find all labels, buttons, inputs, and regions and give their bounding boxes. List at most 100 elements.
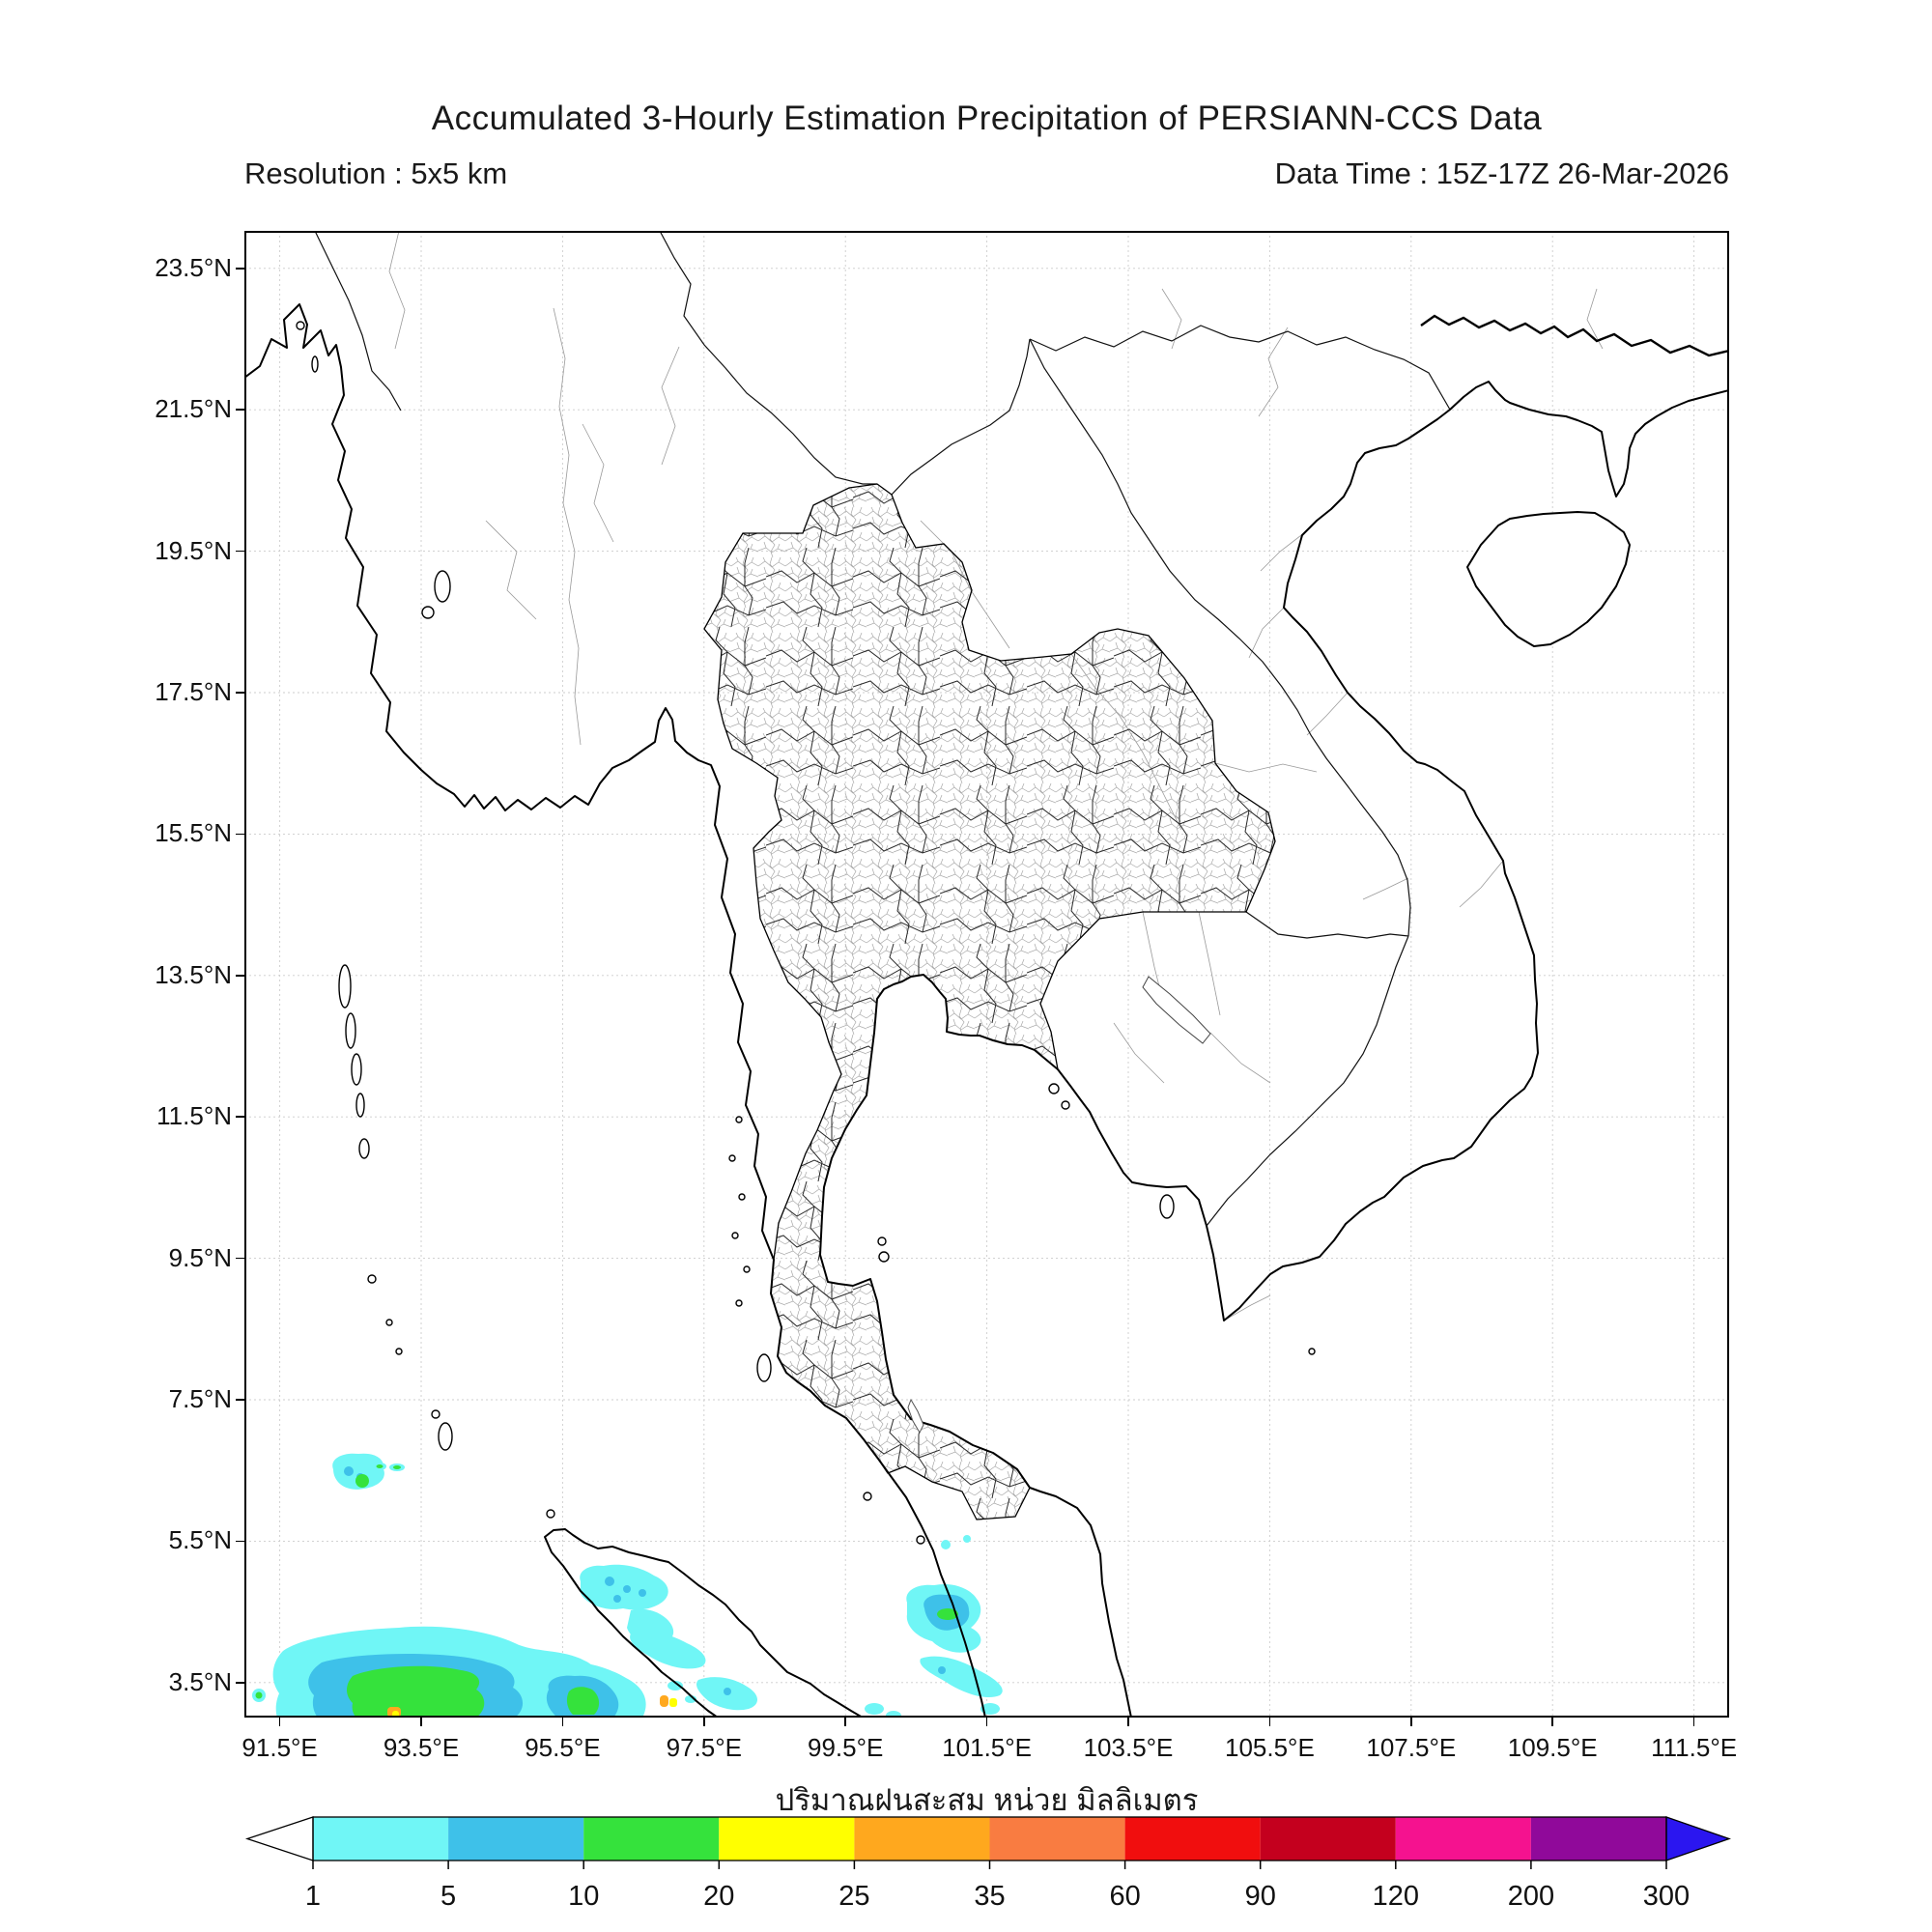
page-title: Accumulated 3-Hourly Estimation Precipit… — [431, 99, 1543, 137]
colorbar-segment — [1124, 1817, 1261, 1861]
rain-dot-green — [255, 1691, 263, 1699]
x-axis-tick — [844, 1718, 846, 1726]
rain-cyan-bit — [980, 1703, 1000, 1715]
river-line — [1420, 314, 1729, 357]
y-axis-label: 23.5°N — [155, 252, 232, 282]
x-axis-label: 109.5°E — [1507, 1733, 1598, 1762]
data-time-label: Data Time : 15Z-17Z 26-Mar-2026 — [1274, 156, 1729, 190]
thailand-region — [703, 483, 1276, 1520]
y-axis-label: 5.5°N — [168, 1525, 232, 1555]
tonle-sap-lake — [1142, 976, 1211, 1044]
colorbar-segment — [989, 1817, 1125, 1861]
x-axis-label: 91.5°E — [242, 1733, 318, 1762]
rain-blue-speck — [938, 1666, 946, 1674]
rain-blue-speck — [639, 1589, 646, 1597]
precipitation-overlay — [252, 1453, 1003, 1718]
rain-cyan-sumatra — [630, 1631, 706, 1669]
colorbar-segment — [1260, 1817, 1396, 1861]
colorbar-label: 300 — [1643, 1881, 1690, 1912]
rain-blue-speck — [623, 1585, 631, 1593]
country-borders — [314, 231, 1451, 1227]
map-plot-area — [244, 231, 1729, 1718]
rain-cyan-dot — [941, 1540, 951, 1549]
rain-green-sw2 — [566, 1687, 600, 1715]
islands — [296, 321, 1316, 1545]
x-axis-tick — [1410, 1718, 1412, 1726]
colorbar-label: 20 — [703, 1881, 734, 1912]
y-axis-tick — [236, 268, 244, 270]
rain-orange-dot — [660, 1695, 668, 1707]
y-axis-tick — [236, 692, 244, 694]
y-axis-tick — [236, 1257, 244, 1260]
y-axis-label: 3.5°N — [168, 1666, 232, 1696]
rain-cyan-bit — [668, 1681, 683, 1690]
map-svg — [244, 231, 1729, 1718]
y-axis-tick — [236, 1682, 244, 1684]
y-axis-label: 19.5°N — [155, 535, 232, 565]
colorbar-label: 200 — [1508, 1881, 1554, 1912]
rain-green-malaysia — [937, 1608, 958, 1620]
rain-dash-core — [393, 1465, 401, 1469]
rain-blue-speck — [613, 1595, 621, 1603]
colorbar-segment — [854, 1817, 990, 1861]
colorbar-segment — [719, 1817, 855, 1861]
colorbar-label: 10 — [568, 1881, 599, 1912]
x-axis-tick — [420, 1718, 422, 1726]
y-axis-tick — [236, 409, 244, 411]
x-axis-tick — [1127, 1718, 1129, 1726]
y-axis-label: 7.5°N — [168, 1384, 232, 1413]
x-axis-label: 101.5°E — [942, 1733, 1032, 1762]
rain-cyan-andaman — [332, 1453, 384, 1490]
colorbar-segment — [583, 1817, 720, 1861]
coastlines — [244, 303, 1729, 1718]
y-axis-tick — [236, 1116, 244, 1118]
y-axis-label: 13.5°N — [155, 959, 232, 989]
y-axis-tick — [236, 1399, 244, 1401]
y-axis-label: 21.5°N — [155, 394, 232, 424]
rain-yellow-dot — [669, 1698, 677, 1707]
x-axis-label: 93.5°E — [383, 1733, 460, 1762]
rain-dash-core — [376, 1464, 384, 1468]
colorbar-segment — [1530, 1817, 1666, 1861]
colorbar-label: 25 — [838, 1881, 869, 1912]
rain-blue-speck — [605, 1577, 614, 1586]
x-axis-tick — [1692, 1718, 1695, 1726]
colorbar-label: 5 — [440, 1881, 456, 1912]
colorbar-label: 35 — [974, 1881, 1005, 1912]
y-axis-label: 17.5°N — [155, 677, 232, 706]
y-axis-tick — [236, 550, 244, 553]
y-axis-label: 15.5°N — [155, 818, 232, 848]
x-axis-label: 95.5°E — [525, 1733, 601, 1762]
colorbar-segment — [448, 1817, 584, 1861]
x-axis-tick — [1268, 1718, 1271, 1726]
y-axis-tick — [236, 833, 244, 836]
rain-green-sw — [347, 1665, 485, 1718]
map-border — [244, 231, 1729, 1718]
colorbar-label: 60 — [1109, 1881, 1140, 1912]
colorbar-label: 90 — [1245, 1881, 1276, 1912]
y-axis-label: 9.5°N — [168, 1242, 232, 1272]
sumatra-coast — [544, 1528, 864, 1718]
x-axis-label: 105.5°E — [1224, 1733, 1315, 1762]
gridlines — [244, 231, 1729, 1718]
rain-cyan-streak — [920, 1656, 1003, 1698]
x-axis-label: 97.5°E — [666, 1733, 742, 1762]
rain-blue-speck — [344, 1466, 354, 1476]
hainan-island — [1466, 511, 1631, 647]
resolution-label: Resolution : 5x5 km — [244, 156, 508, 190]
colorbar-label: 1 — [305, 1881, 321, 1912]
x-axis-label: 103.5°E — [1083, 1733, 1174, 1762]
songkhla-lake — [907, 1398, 924, 1435]
colorbar-label: 120 — [1373, 1881, 1419, 1912]
colorbar: 1 5 10 20 25 35 60 90 120 200 300 — [244, 1816, 1731, 1912]
rain-cyan-dot — [963, 1535, 971, 1543]
x-axis-tick — [703, 1718, 705, 1726]
x-axis-label: 111.5°E — [1651, 1733, 1738, 1762]
colorbar-under-arrow — [244, 1816, 314, 1861]
x-axis-label: 107.5°E — [1366, 1733, 1457, 1762]
x-axis-label: 99.5°E — [808, 1733, 884, 1762]
unit-label-thai: ปริมาณฝนสะสม หน่วย มิลลิเมตร — [775, 1783, 1199, 1817]
y-axis-label: 11.5°N — [156, 1101, 232, 1131]
x-axis-tick — [278, 1718, 281, 1726]
